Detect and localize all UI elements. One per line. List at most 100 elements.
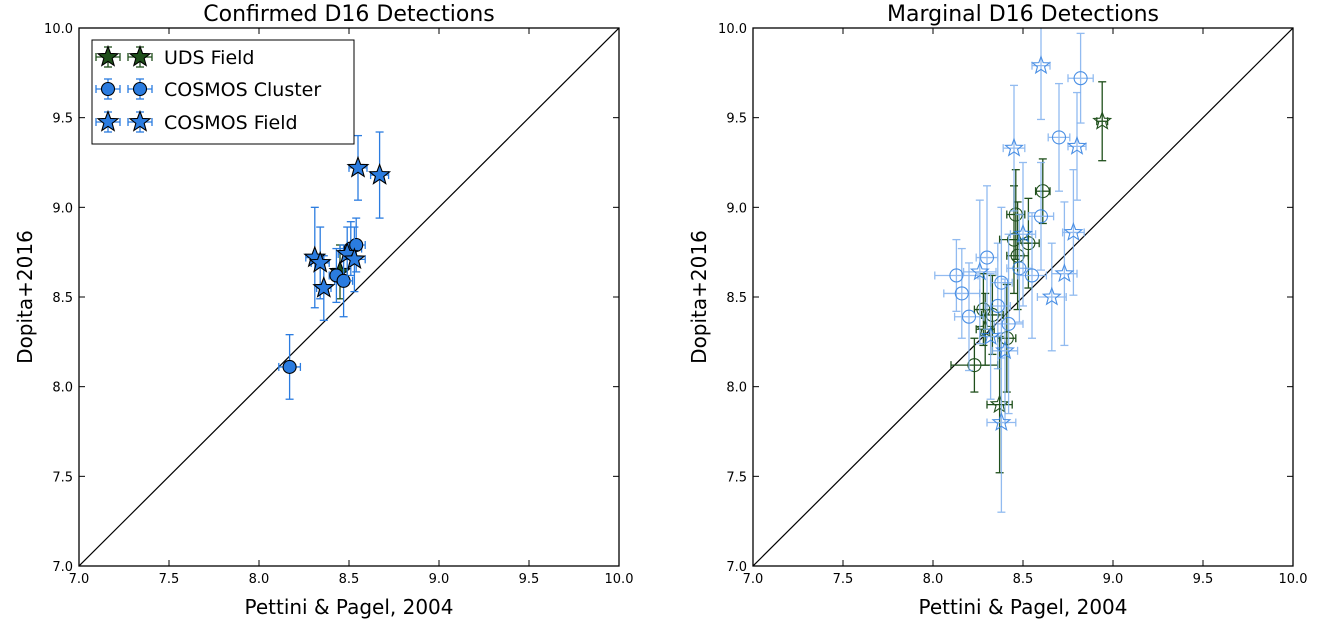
x-tick-label: 7.0 — [69, 572, 90, 587]
y-tick-label: 7.0 — [726, 560, 747, 575]
data-point-uds-field — [985, 307, 1000, 322]
y-tick-label: 8.5 — [52, 291, 73, 306]
x-tick-label: 8.5 — [1013, 572, 1034, 587]
data-point-cosmos-field — [1001, 316, 1016, 331]
legend-marker — [100, 81, 116, 97]
x-tick-label: 10.0 — [605, 572, 634, 587]
y-tick-label: 7.0 — [52, 560, 73, 575]
error-bar-cosmos-field — [1067, 32, 1094, 124]
data-point-cosmos-field — [990, 298, 1005, 314]
y-tick-label: 9.5 — [52, 112, 73, 127]
error-bar-cosmos-field — [1067, 91, 1087, 201]
legend-label-uds-field: UDS Field — [164, 47, 255, 69]
data-point-cosmos-cluster — [349, 237, 364, 253]
error-bar-cosmos-field — [993, 233, 1024, 415]
y-axis-label: Dopita+2016 — [687, 230, 711, 364]
legend-label-cosmos-field: COSMOS Field — [164, 112, 298, 134]
error-bar-cosmos-field — [943, 247, 981, 339]
x-axis-label: Pettini & Pagel, 2004 — [244, 595, 453, 619]
one-to-one-line — [79, 28, 619, 566]
legend-marker — [128, 44, 152, 67]
data-point-cosmos-field — [969, 261, 990, 281]
x-tick-label: 8.5 — [339, 572, 360, 587]
error-bar-cosmos-field — [953, 262, 985, 372]
error-bar-uds-field — [1034, 158, 1051, 225]
error-bar-cosmos-field — [1036, 242, 1067, 352]
axes-frame — [752, 27, 1294, 567]
y-tick-label: 10.0 — [44, 22, 73, 37]
error-bar-cosmos-cluster — [278, 334, 302, 400]
error-bar-cosmos-field — [991, 278, 1019, 424]
data-point-uds-field — [989, 394, 1010, 414]
legend-marker — [132, 81, 148, 97]
legend-symbol-cosmos-field — [95, 109, 153, 133]
data-point-cosmos-field — [1004, 137, 1024, 157]
data-point-cosmos-field — [979, 250, 995, 265]
legend-marker — [96, 109, 120, 132]
y-tick-label: 9.0 — [726, 201, 747, 216]
x-tick-label: 9.0 — [1103, 572, 1124, 587]
data-point-uds-field — [1035, 184, 1050, 199]
legend-label-cosmos-cluster: COSMOS Cluster — [164, 79, 321, 101]
y-tick-label: 9.0 — [52, 201, 73, 216]
x-tick-label: 9.0 — [429, 572, 450, 587]
data-point-cosmos-field — [991, 412, 1012, 432]
legend-marker — [96, 44, 120, 67]
data-point-cosmos-field — [961, 309, 977, 324]
data-point-cosmos-field — [1013, 223, 1033, 243]
error-bar-cosmos-field — [962, 199, 997, 345]
data-point-cosmos-field — [1073, 71, 1088, 86]
legend-symbol-cosmos-cluster — [95, 78, 153, 100]
data-point-uds-field — [967, 358, 982, 373]
error-bar-cosmos-field — [934, 238, 979, 312]
x-tick-label: 9.5 — [1193, 572, 1214, 587]
data-point-cosmos-field — [995, 340, 1015, 360]
y-tick-label: 10.0 — [718, 22, 747, 37]
data-point-cosmos-field — [308, 250, 332, 273]
x-tick-label: 7.5 — [159, 572, 180, 587]
error-bar-cosmos-field — [1031, 28, 1051, 121]
data-point-cosmos-field — [346, 155, 370, 178]
y-tick-label: 8.0 — [52, 381, 73, 396]
x-tick-label: 9.5 — [519, 572, 540, 587]
error-bar-cosmos-field — [1002, 84, 1026, 212]
data-point-cosmos-field — [1063, 221, 1084, 241]
legend-symbol-uds-field — [95, 44, 153, 68]
data-point-cosmos-field — [368, 162, 392, 185]
legend-marker — [128, 109, 152, 132]
series-cosmos-field — [962, 28, 1087, 513]
chart-title: Confirmed D16 Detections — [203, 2, 494, 27]
x-tick-label: 7.0 — [743, 572, 764, 587]
panel-marginal: Marginal D16 Detections Pettini & Pagel,… — [687, 2, 1307, 619]
series-uds-field — [950, 158, 1051, 393]
data-point-cosmos-field — [312, 275, 336, 298]
data-point-cosmos-field — [1033, 209, 1049, 224]
data-point-cosmos-cluster — [282, 359, 297, 374]
data-point-cosmos-field — [1051, 130, 1067, 145]
y-tick-label: 7.5 — [52, 470, 73, 485]
data-point-cosmos-field — [1024, 268, 1040, 283]
x-tick-label: 8.0 — [923, 572, 944, 587]
data-point-cosmos-field — [1054, 263, 1075, 283]
legend: UDS Field COSMOS Cluster COSMOS Field — [91, 39, 355, 145]
data-point-cosmos-field — [1012, 261, 1027, 276]
data-point-uds-field — [999, 331, 1014, 346]
data-point-cosmos-field — [1067, 135, 1087, 155]
series-cosmos-field — [303, 131, 392, 321]
data-point-cosmos-field — [954, 286, 969, 301]
chart-title: Marginal D16 Detections — [887, 2, 1159, 27]
data-point-cosmos-field — [980, 325, 1001, 345]
data-point-uds-field — [1092, 110, 1113, 130]
x-tick-label: 8.0 — [249, 572, 270, 587]
data-point-cosmos-field — [1031, 55, 1051, 75]
y-tick-label: 8.0 — [726, 381, 747, 396]
error-bar-uds-field — [1006, 201, 1030, 311]
error-bar-cosmos-field — [1009, 161, 1037, 307]
data-point-uds-field — [1021, 236, 1036, 251]
error-bar-cosmos-field — [1061, 169, 1085, 296]
x-tick-label: 10.0 — [1279, 572, 1308, 587]
x-axis-label: Pettini & Pagel, 2004 — [918, 595, 1127, 619]
data-point-cosmos-field — [949, 268, 964, 283]
panel-confirmed: Confirmed D16 Detections Pettini & Pagel… — [13, 2, 633, 619]
